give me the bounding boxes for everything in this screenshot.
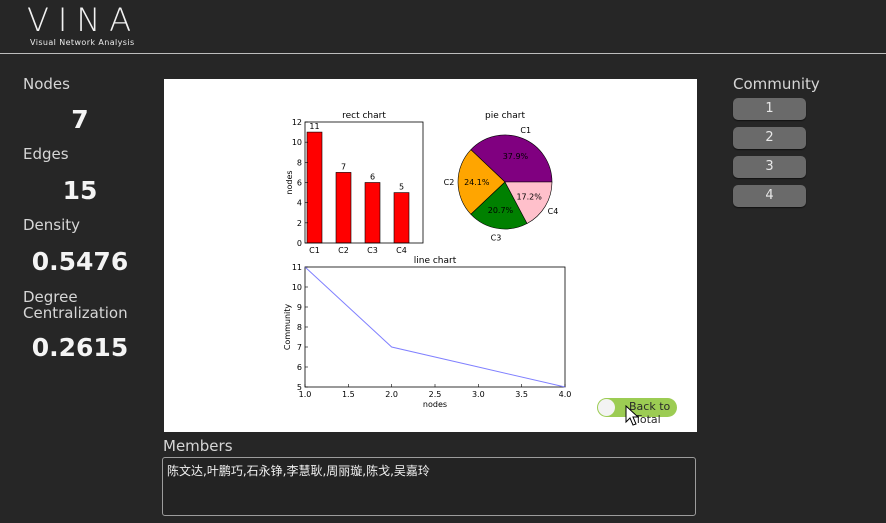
pie-pct-label: 20.7% (488, 206, 514, 215)
bar-C4 (393, 192, 410, 244)
bar-y-axis-label: nodes (285, 170, 294, 194)
pie-slice-label: C1 (520, 126, 531, 135)
bar-y-tick-label: 8 (297, 158, 302, 167)
bar-x-tick-label: C1 (309, 246, 320, 255)
toggle-label-line2: Total (635, 413, 661, 426)
community-button-2[interactable]: 2 (733, 127, 806, 149)
line-y-tick-label: 5 (297, 383, 302, 392)
bar-data-label: 11 (309, 122, 319, 131)
toggle-label-line1: Back to (629, 400, 671, 413)
bar-x-tick-label: C4 (396, 246, 407, 255)
edges-value: 15 (62, 176, 98, 205)
pie-slice-C1 (470, 134, 553, 183)
members-title: Members (163, 437, 233, 455)
pie-slice-C4 (504, 181, 553, 224)
line-x-tick-label: 1.0 (299, 390, 312, 399)
line-y-axis-label: Community (283, 304, 292, 351)
edges-label: Edges (23, 145, 69, 163)
density-value: 0.5476 (31, 247, 129, 276)
bar-y-tick-label: 12 (292, 118, 302, 127)
toggle-knob[interactable] (598, 399, 615, 416)
bar-chart-title: rect chart (342, 111, 386, 121)
line-y-tick-label: 9 (297, 303, 302, 312)
density-label: Density (23, 216, 81, 234)
line-x-tick-label: 1.5 (342, 390, 355, 399)
pie-slice-C3 (470, 181, 528, 230)
degree-centralization-value: 0.2615 (31, 333, 129, 362)
line-y-tick-label: 6 (297, 363, 302, 372)
line-series (304, 266, 566, 388)
community-title: Community (733, 75, 820, 93)
pie-chart-title: pie chart (485, 111, 525, 121)
pie-slice-label: C4 (548, 207, 559, 216)
members-textarea[interactable]: 陈文达,叶鹏巧,石永铮,李慧耿,周丽璇,陈戈,吴嘉玲 (162, 457, 696, 516)
bar-y-tick-label: 2 (297, 219, 302, 228)
bar-x-tick-label: C2 (338, 246, 349, 255)
bar-C2 (335, 172, 352, 244)
pie-slice-C2 (457, 149, 506, 215)
community-button-1[interactable]: 1 (733, 98, 806, 120)
line-chart-title: line chart (414, 256, 457, 266)
bar-y-tick-label: 6 (297, 179, 302, 188)
nodes-value: 7 (71, 105, 89, 134)
bar-data-label: 7 (341, 162, 346, 171)
pie-pct-label: 24.1% (464, 178, 490, 187)
bar-y-tick-label: 10 (292, 138, 302, 147)
charts-panel: rect chart 11 C1 7 C2 6 C3 5 C4 0 2 4 6 8 10 12 nodes pie… (164, 79, 697, 432)
community-button-4[interactable]: 4 (733, 185, 806, 207)
charts-svg: rect chart 11 C1 7 C2 6 C3 5 C4 0 2 4 6 8 10 12 nodes pie… (283, 111, 572, 409)
bar-y-tick-label: 0 (297, 239, 302, 248)
line-y-tick-label: 7 (297, 343, 302, 352)
bar-y-tick-label: 4 (297, 199, 302, 208)
nodes-label: Nodes (23, 75, 70, 93)
pie-pct-label: 37.9% (503, 152, 529, 161)
line-x-tick-label: 3.0 (472, 390, 485, 399)
line-x-tick-label: 2.0 (385, 390, 398, 399)
mouse-cursor-icon (625, 405, 639, 426)
app-logo-subtitle: Visual Network Analysis (30, 38, 135, 47)
degree-label-line1: Degree (23, 288, 78, 306)
line-x-tick-label: 3.5 (515, 390, 528, 399)
line-x-tick-label: 2.5 (429, 390, 442, 399)
line-y-tick-label: 10 (292, 283, 302, 292)
line-x-axis-label: nodes (423, 400, 447, 409)
degree-centralization-label: Degree Centralization (23, 289, 128, 321)
bar-C1 (306, 131, 323, 244)
header-divider (0, 53, 886, 54)
line-y-tick-label: 11 (292, 263, 302, 272)
pie-slice-label: C2 (444, 178, 455, 187)
bar-x-tick-label: C3 (367, 246, 378, 255)
bar-data-label: 6 (370, 173, 375, 182)
line-y-tick-label: 8 (297, 323, 302, 332)
bar-data-label: 5 (399, 183, 404, 192)
back-to-total-toggle[interactable]: Back to Total (597, 398, 677, 426)
degree-label-line2: Centralization (23, 304, 128, 322)
line-chart-frame (304, 266, 566, 388)
pie-pct-label: 17.2% (516, 193, 542, 202)
bar-C3 (364, 182, 381, 244)
toggle-label: Back to Total (629, 400, 689, 426)
pie-slice-label: C3 (491, 233, 502, 242)
line-x-tick-label: 4.0 (559, 390, 572, 399)
app-logo-title: VINA (27, 1, 141, 39)
community-button-3[interactable]: 3 (733, 156, 806, 178)
